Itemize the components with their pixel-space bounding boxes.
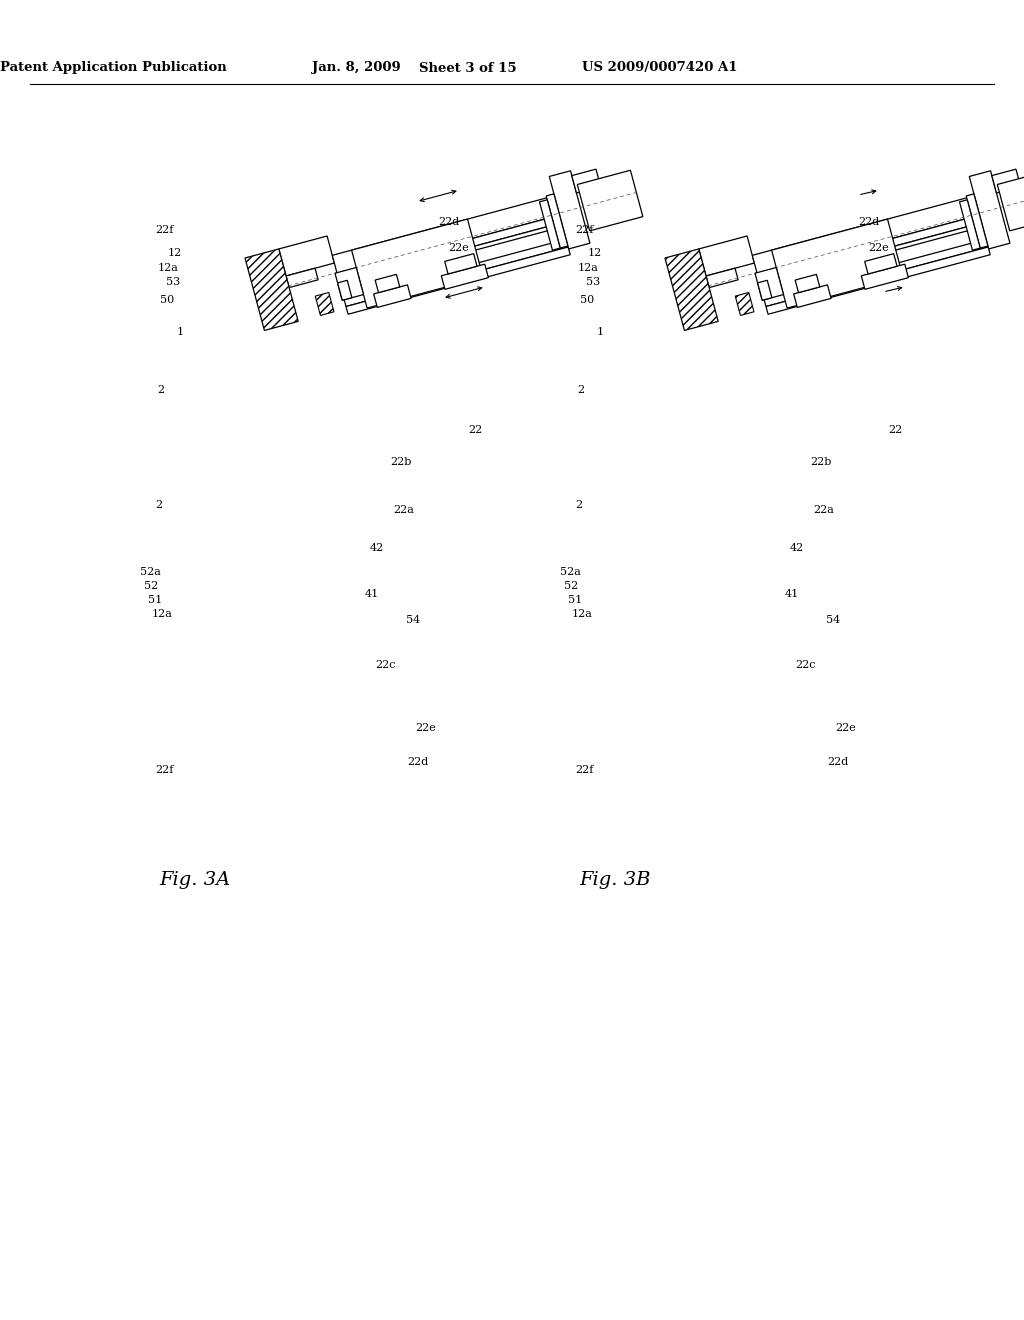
Text: 41: 41 xyxy=(785,589,800,599)
Polygon shape xyxy=(571,169,601,193)
Polygon shape xyxy=(340,223,563,286)
Text: 22a: 22a xyxy=(813,506,834,515)
Text: Fig. 3B: Fig. 3B xyxy=(580,871,650,888)
Polygon shape xyxy=(760,223,983,286)
Text: 12a: 12a xyxy=(572,609,593,619)
Polygon shape xyxy=(286,268,318,288)
Polygon shape xyxy=(766,247,990,314)
Text: 2: 2 xyxy=(575,500,582,510)
Text: 22: 22 xyxy=(888,425,902,436)
Text: US 2009/0007420 A1: US 2009/0007420 A1 xyxy=(583,62,737,74)
Polygon shape xyxy=(959,199,980,251)
Polygon shape xyxy=(441,264,488,289)
Polygon shape xyxy=(374,285,411,308)
Polygon shape xyxy=(794,285,831,308)
Text: 22d: 22d xyxy=(827,756,848,767)
Text: 22f: 22f xyxy=(575,766,593,775)
Text: 22a: 22a xyxy=(393,506,414,515)
Polygon shape xyxy=(245,249,298,330)
Polygon shape xyxy=(967,194,988,248)
Polygon shape xyxy=(338,215,562,282)
Text: 50: 50 xyxy=(580,294,594,305)
Polygon shape xyxy=(758,215,982,282)
Text: 22b: 22b xyxy=(390,457,412,467)
Polygon shape xyxy=(665,249,718,330)
Text: Fig. 3A: Fig. 3A xyxy=(160,871,230,888)
Polygon shape xyxy=(755,268,783,300)
Text: 22c: 22c xyxy=(375,660,395,671)
Text: 22d: 22d xyxy=(438,216,459,227)
Text: 52: 52 xyxy=(144,581,159,591)
Text: 50: 50 xyxy=(160,294,174,305)
Text: 52: 52 xyxy=(564,581,579,591)
Text: 22f: 22f xyxy=(155,224,173,235)
Text: 54: 54 xyxy=(826,615,841,624)
Polygon shape xyxy=(707,268,738,288)
Text: 2: 2 xyxy=(577,385,584,395)
Polygon shape xyxy=(315,293,334,315)
Polygon shape xyxy=(735,293,754,315)
Text: 12a: 12a xyxy=(578,263,599,273)
Text: 2: 2 xyxy=(157,385,164,395)
Polygon shape xyxy=(351,219,483,308)
Text: 42: 42 xyxy=(370,543,384,553)
Polygon shape xyxy=(861,264,908,289)
Text: Patent Application Publication: Patent Application Publication xyxy=(0,62,226,74)
Text: Jan. 8, 2009: Jan. 8, 2009 xyxy=(311,62,400,74)
Text: 22d: 22d xyxy=(858,216,880,227)
Text: 2: 2 xyxy=(155,500,162,510)
Polygon shape xyxy=(992,169,1021,193)
Text: 42: 42 xyxy=(790,543,804,553)
Polygon shape xyxy=(338,280,352,300)
Polygon shape xyxy=(346,247,570,314)
Polygon shape xyxy=(540,199,560,251)
Text: 22: 22 xyxy=(468,425,482,436)
Polygon shape xyxy=(864,253,897,275)
Polygon shape xyxy=(546,194,568,248)
Polygon shape xyxy=(344,239,568,306)
Polygon shape xyxy=(444,253,477,275)
Text: 12a: 12a xyxy=(158,263,179,273)
Text: 1: 1 xyxy=(597,327,604,337)
Text: 22e: 22e xyxy=(415,723,436,733)
Polygon shape xyxy=(578,170,643,231)
Text: 22e: 22e xyxy=(449,243,469,253)
Text: 12: 12 xyxy=(588,248,602,257)
Polygon shape xyxy=(970,170,1010,249)
Text: 54: 54 xyxy=(406,615,420,624)
Text: 1: 1 xyxy=(177,327,184,337)
Text: Sheet 3 of 15: Sheet 3 of 15 xyxy=(419,62,517,74)
Text: 22d: 22d xyxy=(407,756,428,767)
Polygon shape xyxy=(753,195,980,275)
Polygon shape xyxy=(549,170,590,249)
Text: 41: 41 xyxy=(365,589,379,599)
Polygon shape xyxy=(997,170,1024,231)
Polygon shape xyxy=(758,280,772,300)
Text: 22e: 22e xyxy=(868,243,889,253)
Polygon shape xyxy=(332,195,560,275)
Text: 12a: 12a xyxy=(152,609,173,619)
Text: 22f: 22f xyxy=(155,766,173,775)
Text: 51: 51 xyxy=(568,595,583,605)
Text: 12: 12 xyxy=(168,248,182,257)
Polygon shape xyxy=(796,275,820,293)
Text: 22f: 22f xyxy=(575,224,593,235)
Text: 22e: 22e xyxy=(835,723,856,733)
Polygon shape xyxy=(375,275,399,293)
Text: 52a: 52a xyxy=(140,568,161,577)
Polygon shape xyxy=(335,268,364,300)
Polygon shape xyxy=(279,236,335,276)
Text: 22c: 22c xyxy=(795,660,815,671)
Text: 51: 51 xyxy=(148,595,162,605)
Polygon shape xyxy=(764,239,988,306)
Text: 53: 53 xyxy=(586,277,600,286)
Polygon shape xyxy=(698,236,755,276)
Text: 52a: 52a xyxy=(560,568,581,577)
Text: 22b: 22b xyxy=(810,457,831,467)
Polygon shape xyxy=(772,219,903,308)
Text: 53: 53 xyxy=(166,277,180,286)
